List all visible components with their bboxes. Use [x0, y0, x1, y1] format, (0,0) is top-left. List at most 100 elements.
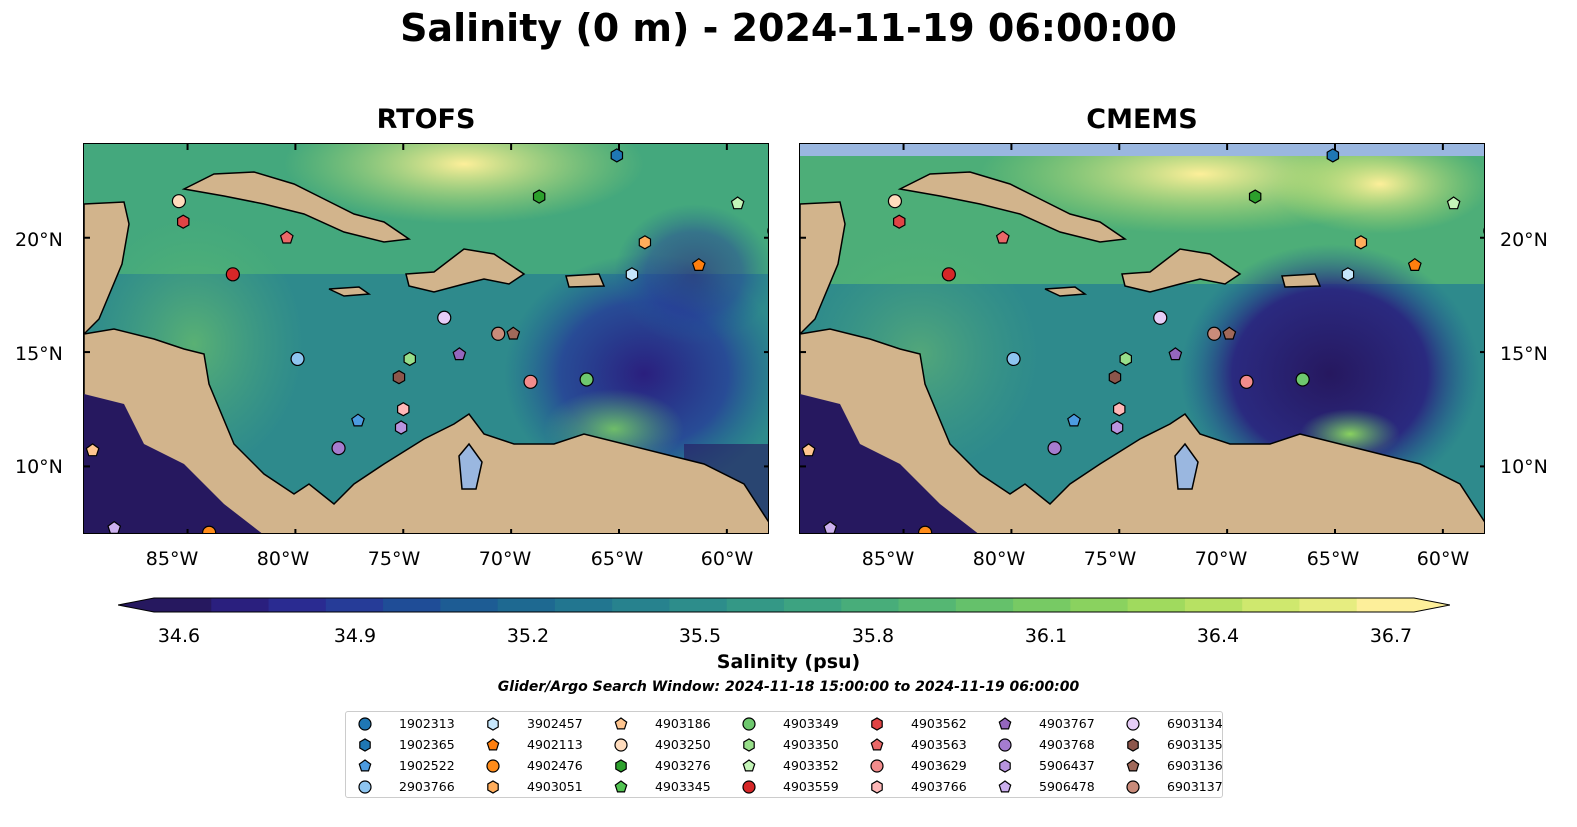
land-central-south-america: [800, 328, 1484, 533]
float-marker[interactable]: [171, 194, 187, 209]
float-marker[interactable]: [1113, 402, 1126, 417]
float-marker[interactable]: [610, 148, 624, 163]
float-marker[interactable]: [202, 525, 217, 534]
float-marker[interactable]: [437, 310, 452, 325]
float-marker[interactable]: [532, 189, 546, 204]
float-marker[interactable]: [638, 235, 652, 250]
float-marker[interactable]: [225, 267, 240, 282]
float-marker[interactable]: [1207, 326, 1222, 341]
float-marker[interactable]: [491, 326, 506, 341]
legend-label: 5906478: [1039, 779, 1095, 794]
legend-marker: [486, 738, 500, 751]
float-marker[interactable]: [1067, 413, 1081, 427]
float-marker[interactable]: [625, 267, 639, 282]
land-yucatan: [84, 201, 130, 336]
land-jamaica: [328, 286, 372, 297]
legend-marker-icon: [870, 738, 884, 751]
float-marker[interactable]: [176, 214, 190, 229]
float-marker[interactable]: [1222, 326, 1237, 340]
float-marker[interactable]: [452, 347, 467, 361]
legend-label: 4903350: [783, 737, 839, 752]
float-marker[interactable]: [85, 443, 100, 457]
float-marker[interactable]: [1248, 189, 1262, 204]
legend-marker: [614, 780, 628, 793]
float-marker[interactable]: [1006, 351, 1021, 367]
legend-marker: [614, 738, 628, 752]
lon-label-left-75w: 75°W: [367, 548, 421, 570]
lon-label-right-65w: 65°W: [1306, 548, 1360, 570]
float-marker[interactable]: [887, 194, 903, 209]
lon-label-right-70w: 70°W: [1194, 548, 1248, 570]
legend-marker: [1126, 780, 1140, 794]
float-marker[interactable]: [892, 214, 906, 229]
float-marker[interactable]: [392, 370, 406, 385]
float-marker[interactable]: [730, 196, 745, 210]
float-marker[interactable]: [995, 230, 1010, 244]
float-marker[interactable]: [941, 267, 956, 282]
float-marker[interactable]: [1446, 196, 1461, 210]
float-marker[interactable]: [107, 520, 122, 534]
float-marker[interactable]: [523, 374, 538, 389]
float-marker[interactable]: [290, 351, 305, 367]
legend-marker: [358, 780, 372, 794]
lake-maracaibo: [1174, 442, 1199, 490]
float-marker[interactable]: [506, 326, 521, 340]
legend-label: 1902365: [399, 737, 455, 752]
colorbar-segment: [1070, 598, 1129, 612]
colorbar-tick-346: 34.6: [157, 625, 201, 647]
legend-label: 6903134: [1167, 716, 1223, 731]
float-marker[interactable]: [918, 525, 933, 534]
search-window-subtitle: Glider/Argo Search Window: 2024-11-18 15…: [497, 679, 1080, 695]
lon-label-left-65w: 65°W: [590, 548, 644, 570]
legend-marker-icon: [1127, 738, 1139, 752]
lon-label-left-60w: 60°W: [700, 548, 754, 570]
float-marker[interactable]: [397, 402, 410, 417]
colorbar-segment: [383, 598, 441, 612]
float-marker[interactable]: [1354, 235, 1368, 250]
panel-title-rtofs: RTOFS: [376, 104, 476, 135]
colorbar-segment: [268, 598, 327, 612]
float-marker[interactable]: [1239, 374, 1254, 389]
float-marker[interactable]: [1108, 370, 1122, 385]
float-marker[interactable]: [1483, 224, 1485, 237]
legend-marker: [743, 738, 755, 752]
float-marker[interactable]: [691, 257, 706, 272]
colorbar-segment: [554, 598, 613, 612]
legend-marker-icon: [358, 717, 372, 731]
float-marker[interactable]: [351, 413, 365, 427]
float-marker[interactable]: [1326, 148, 1340, 163]
legend-marker: [1127, 738, 1139, 752]
float-marker[interactable]: [279, 230, 294, 244]
float-marker[interactable]: [403, 351, 416, 367]
legend-label: 6903136: [1167, 758, 1223, 773]
legend-marker: [742, 780, 756, 794]
float-marker[interactable]: [1407, 257, 1422, 272]
float-marker[interactable]: [331, 441, 346, 456]
float-marker[interactable]: [394, 420, 408, 435]
land-yucatan: [800, 201, 846, 336]
float-marker[interactable]: [1110, 420, 1124, 435]
legend-marker: [870, 759, 884, 773]
lon-label-left-70w: 70°W: [478, 548, 532, 570]
float-marker[interactable]: [1341, 267, 1355, 282]
legend-marker-icon: [614, 780, 628, 793]
legend-label: 4902113: [527, 737, 583, 752]
land-cuba: [897, 171, 1128, 243]
float-marker[interactable]: [1153, 310, 1168, 325]
float-marker[interactable]: [1119, 351, 1132, 367]
colorbar-segment: [1299, 598, 1358, 612]
legend-marker: [487, 780, 499, 794]
legend-marker: [742, 759, 756, 772]
legend-label: 4903250: [655, 737, 711, 752]
float-marker[interactable]: [1168, 347, 1183, 361]
float-marker[interactable]: [1295, 372, 1310, 387]
legend-marker-icon: [998, 717, 1012, 730]
float-marker[interactable]: [823, 520, 838, 534]
float-marker[interactable]: [801, 443, 816, 457]
float-marker[interactable]: [1047, 441, 1062, 456]
legend-label: 4903766: [911, 779, 967, 794]
lat-label-left-20n: 20°N: [15, 229, 63, 251]
colorbar-segment: [726, 598, 785, 612]
float-marker[interactable]: [579, 372, 594, 387]
float-marker[interactable]: [767, 224, 769, 237]
